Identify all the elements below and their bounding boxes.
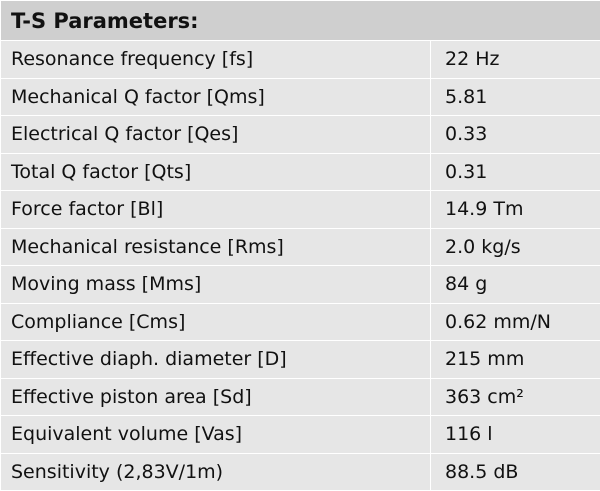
title-row: T-S Parameters: [0,0,600,41]
param-name: Electrical Q factor [Qes] [0,115,431,154]
param-row: Electrical Q factor [Qes] 0.33 [0,115,600,154]
param-name: Total Q factor [Qts] [0,152,431,191]
param-value: 14.9 Tm [429,190,600,229]
param-name: Compliance [Cms] [0,302,431,341]
param-value: 88.5 dB [429,452,600,491]
param-name: Moving mass [Mms] [0,265,431,304]
param-value: 0.62 mm/N [429,302,600,341]
param-row: Resonance frequency [fs] 22 Hz [0,40,600,79]
param-name: Resonance frequency [fs] [0,40,431,79]
param-row: Equivalent volume [Vas] 116 l [0,415,600,454]
param-row: Moving mass [Mms] 84 g [0,265,600,304]
param-row: Force factor [Bl] 14.9 Tm [0,190,600,229]
param-value: 22 Hz [429,40,600,79]
param-name: Sensitivity (2,83V/1m) [0,452,431,491]
param-name: Force factor [Bl] [0,190,431,229]
param-value: 0.31 [429,152,600,191]
param-row: Total Q factor [Qts] 0.31 [0,152,600,191]
param-value: 116 l [429,415,600,454]
param-name: Mechanical resistance [Rms] [0,227,431,266]
param-row: Mechanical resistance [Rms] 2.0 kg/s [0,227,600,266]
param-row: Effective diaph. diameter [D] 215 mm [0,340,600,379]
param-name: Effective diaph. diameter [D] [0,340,431,379]
param-value: 363 cm² [429,377,600,416]
param-value: 2.0 kg/s [429,227,600,266]
param-row: Compliance [Cms] 0.62 mm/N [0,302,600,341]
param-row: Sensitivity (2,83V/1m) 88.5 dB [0,452,600,491]
param-value: 84 g [429,265,600,304]
param-name: Effective piston area [Sd] [0,377,431,416]
param-name: Mechanical Q factor [Qms] [0,77,431,116]
param-value: 215 mm [429,340,600,379]
param-row: Effective piston area [Sd] 363 cm² [0,377,600,416]
param-name: Equivalent volume [Vas] [0,415,431,454]
table-title: T-S Parameters: [0,0,600,41]
param-row: Mechanical Q factor [Qms] 5.81 [0,77,600,116]
param-value: 5.81 [429,77,600,116]
param-value: 0.33 [429,115,600,154]
